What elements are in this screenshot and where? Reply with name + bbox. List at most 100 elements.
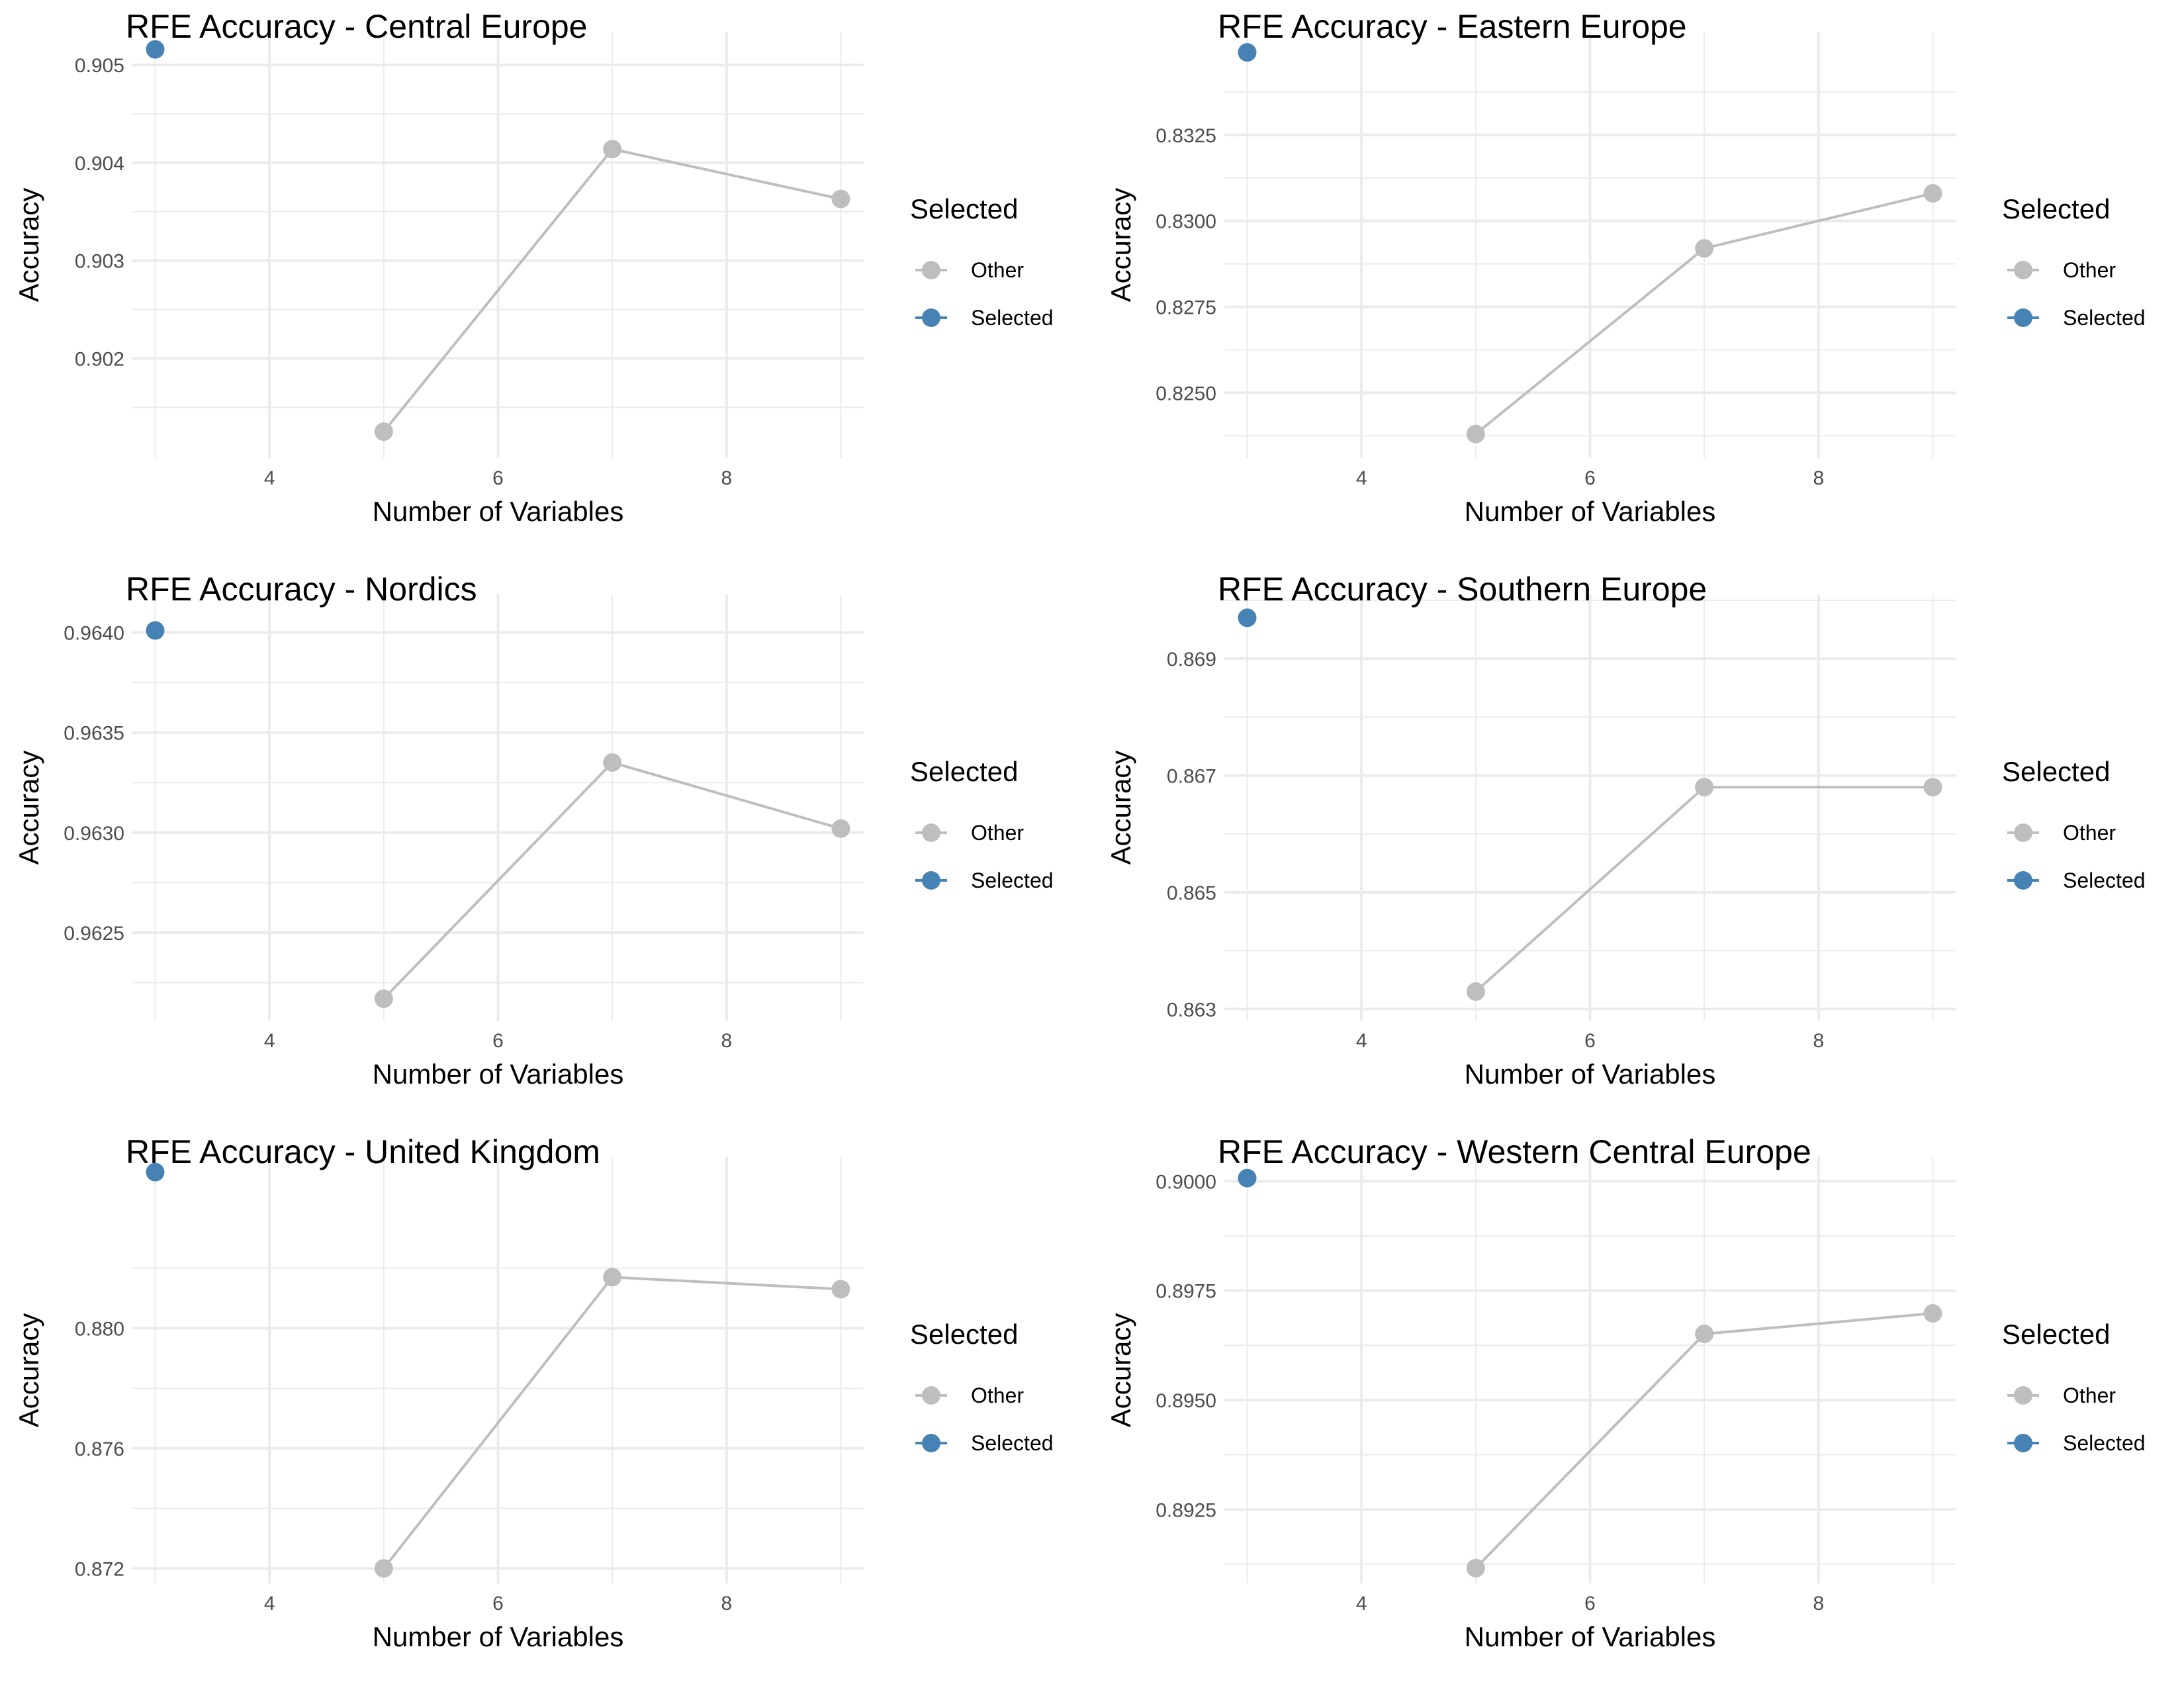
legend-key-point [2014,261,2032,279]
y-tick-label: 0.865 [1167,882,1216,904]
chart-title: RFE Accuracy - Southern Europe [1218,571,1707,608]
chart-svg: 4 6 8 0.902 0.903 0.904 0.905 Number of Variabl… [13,8,1054,527]
data-point-selected [146,1162,165,1182]
chart-svg: 4 6 8 0.9625 0.9630 0.9635 0.9640 Number of Var… [13,571,1054,1090]
legend-title: Selected [910,756,1018,787]
chart-panel-5: 4 6 8 0.872 0.876 0.880 Number of Variables Acc… [0,1125,1092,1688]
x-tick-label: 8 [1813,1593,1824,1615]
y-tick-label: 0.9640 [64,622,124,644]
legend-label: Selected [2063,306,2146,330]
legend-label: Other [2063,821,2116,845]
chart-panel-3: 4 6 8 0.9625 0.9630 0.9635 0.9640 Number of Var… [0,563,1092,1125]
major-gridlines [1224,594,1956,1021]
legend: Selected Other Selected [910,193,1054,330]
chart-title: RFE Accuracy - United Kingdom [126,1133,600,1170]
y-tick-label: 0.9000 [1156,1171,1216,1193]
legend-label: Other [971,821,1024,845]
y-axis-title: Accuracy [1105,751,1136,865]
data-point-other [1923,184,1942,203]
x-axis-title: Number of Variables [1465,496,1716,527]
legend-key-point [2014,1386,2032,1405]
x-tick-label: 4 [264,1593,275,1615]
chart-panel-1: 4 6 8 0.902 0.903 0.904 0.905 Number of Variabl… [0,0,1092,563]
data-point-other [603,140,622,159]
data-point-other [1695,239,1714,258]
legend-key-point [922,1434,940,1452]
x-tick-label: 8 [721,1030,732,1052]
legend-label: Selected [2063,1431,2146,1455]
data-point-other [374,422,393,442]
chart-panel-2: 4 6 8 0.8250 0.8275 0.8300 0.8325 Number of Var… [1092,0,2184,563]
x-tick-label: 8 [721,467,732,489]
legend: Selected Other Selected [910,756,1054,892]
data-point-selected [1238,1168,1257,1188]
chart-title: RFE Accuracy - Eastern Europe [1218,8,1687,45]
y-axis-title: Accuracy [13,1313,44,1428]
x-axis-title: Number of Variables [373,1058,624,1090]
major-gridlines [132,32,864,458]
chart-svg: 4 6 8 0.8925 0.8950 0.8975 0.9000 Number of Var… [1105,1133,2146,1652]
y-tick-label: 0.8925 [1156,1499,1216,1521]
legend-label: Other [971,1383,1024,1407]
legend-label: Other [2063,258,2116,282]
y-tick-label: 0.9635 [64,723,124,745]
legend: Selected Other Selected [2002,1319,2146,1455]
chart-title: RFE Accuracy - Nordics [126,571,477,608]
chart-title: RFE Accuracy - Western Central Europe [1218,1133,1811,1170]
x-tick-label: 8 [721,1593,732,1615]
x-axis-title: Number of Variables [373,496,624,527]
y-tick-label: 0.8950 [1156,1390,1216,1412]
data-point-other [374,989,393,1008]
legend-label: Selected [971,868,1054,892]
y-axis-title: Accuracy [1105,188,1136,303]
legend: Selected Other Selected [2002,193,2146,330]
x-tick-label: 4 [264,1030,275,1052]
legend-title: Selected [910,1319,1018,1350]
x-tick-label: 4 [1356,467,1367,489]
x-tick-label: 4 [1356,1030,1367,1052]
legend-title: Selected [2002,193,2110,224]
x-tick-label: 8 [1813,1030,1824,1052]
major-gridlines [132,594,864,1021]
legend-key-point [922,823,940,842]
data-point-other [603,753,622,772]
data-point-other [1695,778,1714,797]
y-axis-title: Accuracy [1105,1313,1136,1428]
data-point-other [1466,424,1485,444]
data-point-other [374,1559,393,1578]
major-gridlines [132,1157,864,1583]
y-tick-label: 0.880 [75,1319,124,1340]
x-axis-title: Number of Variables [1465,1058,1716,1090]
y-axis-title: Accuracy [13,188,44,303]
y-tick-label: 0.869 [1167,649,1216,671]
x-tick-label: 4 [264,467,275,489]
x-tick-label: 6 [492,1030,504,1052]
data-point-other [1466,1558,1485,1577]
data-point-selected [146,40,165,59]
legend-key-point [2014,871,2032,890]
major-gridlines [1224,1157,1956,1583]
legend-label: Selected [971,306,1054,330]
y-tick-label: 0.903 [75,251,124,273]
legend-title: Selected [910,193,1018,224]
legend: Selected Other Selected [2002,756,2146,892]
legend: Selected Other Selected [910,1319,1054,1455]
data-point-other [1695,1325,1714,1344]
data-point-other [1923,778,1942,797]
legend-key-point [2014,308,2032,327]
legend-label: Other [971,258,1024,282]
chart-panel-4: 4 6 8 0.863 0.865 0.867 0.869 Number of Variabl… [1092,563,2184,1125]
data-point-selected [146,621,165,640]
major-gridlines [1224,32,1956,458]
x-tick-label: 6 [1584,467,1596,489]
x-tick-label: 4 [1356,1593,1367,1615]
y-tick-label: 0.904 [75,153,124,175]
data-point-selected [1238,608,1257,628]
x-tick-label: 6 [1584,1030,1596,1052]
legend-key-point [2014,823,2032,842]
x-tick-label: 6 [492,467,504,489]
x-tick-label: 8 [1813,467,1824,489]
x-tick-label: 6 [1584,1593,1596,1615]
y-tick-label: 0.902 [75,348,124,370]
